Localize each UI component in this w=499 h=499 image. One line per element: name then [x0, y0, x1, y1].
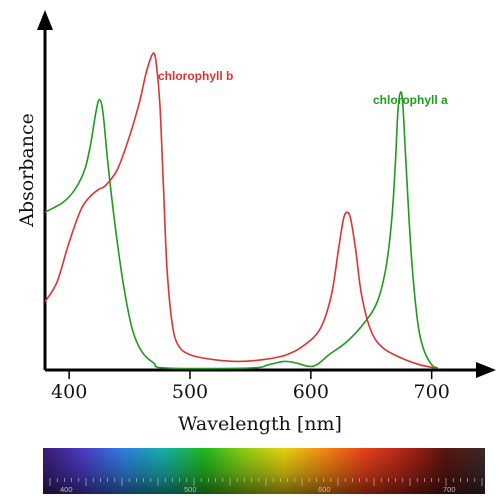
- spectrum-label-600: 600: [318, 485, 331, 494]
- x-axis-title: Wavelength [nm]: [178, 413, 342, 435]
- y-axis-title: Absorbance: [16, 113, 38, 228]
- spectrum-label-500: 500: [184, 485, 197, 494]
- x-tick-label-700: 700: [414, 381, 450, 403]
- x-ticks: 400 500 600 700: [51, 370, 450, 403]
- series-line-chlorophyll-a: [44, 91, 439, 370]
- spectrum-label-400: 400: [60, 485, 73, 494]
- x-tick-label-400: 400: [51, 381, 87, 403]
- series-line-chlorophyll-b: [44, 52, 436, 369]
- series-layer: [44, 52, 439, 370]
- y-axis-arrow: [37, 10, 53, 30]
- x-axis-arrow: [476, 362, 496, 378]
- series-label-chlorophyll-b: chlorophyll b: [158, 69, 233, 83]
- spectrum-bar: 400 500 600 700: [43, 448, 485, 494]
- x-tick-label-600: 600: [293, 381, 329, 403]
- series-label-chlorophyll-a: chlorophyll a: [373, 93, 448, 107]
- x-tick-label-500: 500: [172, 381, 208, 403]
- spectrum-label-700: 700: [443, 485, 456, 494]
